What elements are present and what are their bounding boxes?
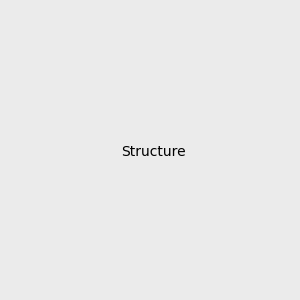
Text: Structure: Structure (122, 145, 186, 158)
